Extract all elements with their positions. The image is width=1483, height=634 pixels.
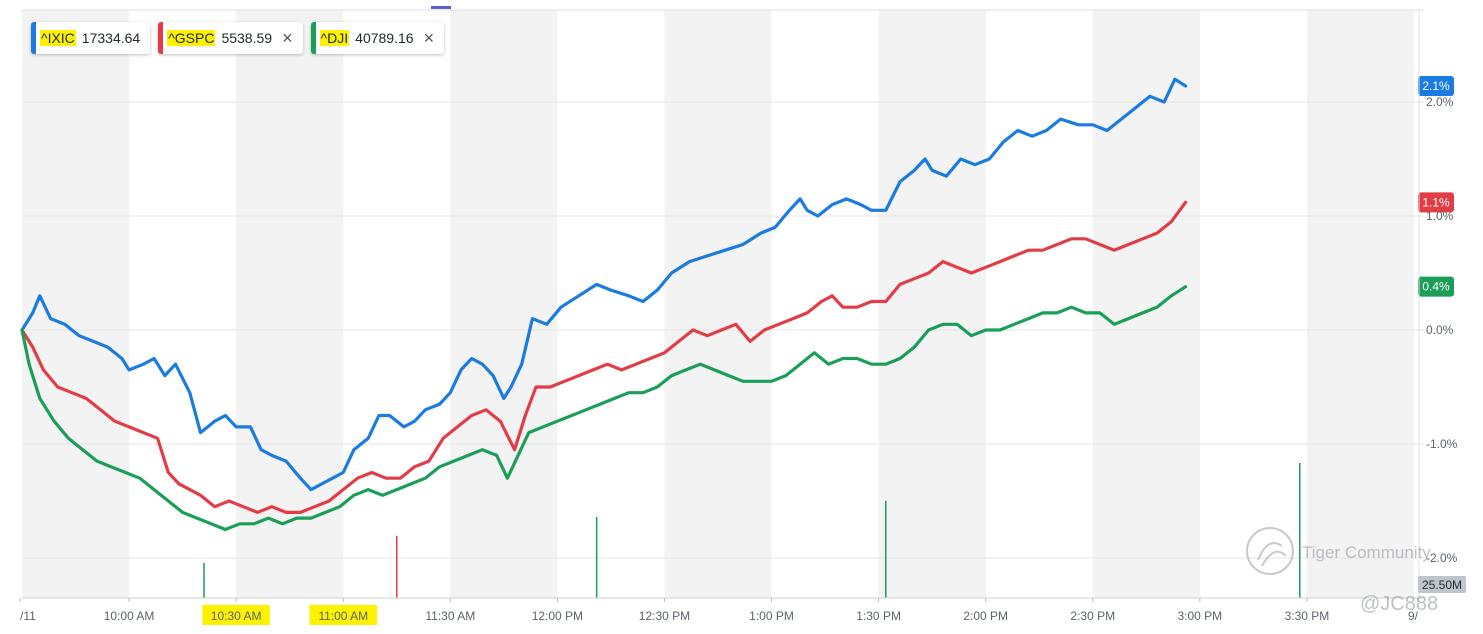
legend-chip-gspc[interactable]: ^GSPC 5538.59 × — [158, 22, 303, 54]
x-tick-label: /11 — [20, 609, 36, 623]
tick-highlight — [202, 605, 270, 625]
x-tick-label: 1:30 PM — [856, 609, 901, 623]
end-label-ixic: 2.1% — [1418, 76, 1454, 97]
series-color-bar — [158, 22, 164, 54]
x-tick-label: 1:00 PM — [749, 609, 794, 623]
time-band — [1306, 10, 1414, 598]
series-line-ixic[interactable] — [20, 77, 1188, 492]
volume-spikes — [203, 463, 1301, 598]
end-labels: 2.1% 1.1% 0.4% — [1418, 76, 1454, 297]
close-icon[interactable]: × — [282, 27, 293, 48]
close-icon[interactable]: × — [423, 27, 435, 48]
tiger-stripe-icon — [1257, 542, 1287, 567]
y-tick-label: -1.0% — [1426, 437, 1458, 451]
legend-symbol: ^DJI — [319, 30, 350, 46]
time-band — [1092, 10, 1200, 598]
watermark: Tiger Community @JC888 — [1246, 527, 1438, 615]
time-band — [450, 10, 558, 598]
end-label-gspc: 1.1% — [1418, 192, 1454, 213]
y-tick-label: 2.0% — [1426, 95, 1454, 109]
time-band — [236, 10, 344, 598]
x-tick-label: 3:30 PM — [1285, 609, 1330, 623]
legend: ^IXIC 17334.64 ^GSPC 5538.59 × ^DJI 4078… — [31, 22, 445, 54]
x-tick-label: 2:30 PM — [1070, 609, 1115, 623]
time-band — [878, 10, 986, 598]
y-tick-label: 0.0% — [1426, 323, 1454, 337]
legend-chip-ixic[interactable]: ^IXIC 17334.64 — [31, 22, 151, 54]
time-band — [22, 10, 130, 598]
series-line-dji[interactable] — [20, 285, 1188, 532]
watermark-brand: Tiger Community — [1302, 543, 1431, 562]
end-label-text: 0.4% — [1422, 280, 1450, 294]
y-tick-label: -2.0% — [1426, 551, 1458, 565]
legend-symbol: ^GSPC — [167, 30, 216, 46]
end-label-text: 1.1% — [1422, 195, 1450, 209]
x-tick-label: 12:00 PM — [532, 609, 583, 623]
series-line-gspc[interactable] — [20, 200, 1188, 514]
y-axis: 2.0% 1.0% 0.0% -1.0% -2.0% — [1418, 10, 1458, 598]
volume-label: 25.50M — [1422, 578, 1462, 592]
x-tick-label: 2:00 PM — [963, 609, 1008, 623]
volume-badge: 25.50M — [1418, 576, 1466, 593]
tick-highlight — [309, 605, 378, 625]
end-label-dji: 0.4% — [1418, 276, 1454, 297]
legend-value: 40789.16 — [355, 30, 414, 46]
watermark-user: @JC888 — [1360, 593, 1438, 615]
series-color-bar — [31, 22, 36, 54]
x-tick-label: 3:00 PM — [1177, 609, 1222, 623]
series-color-bar — [310, 22, 316, 54]
y-tick-label: 1.0% — [1426, 209, 1454, 223]
time-bands — [22, 9, 1424, 598]
x-tick-label: 12:30 PM — [639, 609, 690, 623]
legend-value: 5538.59 — [221, 30, 273, 46]
legend-symbol: ^IXIC — [40, 30, 76, 46]
series-lines — [20, 77, 1188, 532]
legend-chip-dji[interactable]: ^DJI 40789.16 × — [310, 22, 445, 54]
legend-value: 17334.64 — [81, 30, 141, 46]
x-tick-label: 11:00 AM — [318, 609, 368, 623]
x-axis: /11 10:00 AM 10:30 AM 11:00 AM 11:30 AM 12:00… — [19, 597, 1424, 625]
x-tick-label: 9/ — [1408, 609, 1419, 623]
end-label-text: 2.1% — [1422, 79, 1450, 93]
tiger-logo-icon — [1246, 527, 1294, 575]
time-band — [664, 10, 772, 598]
x-tick-label: 10:00 AM — [104, 609, 155, 623]
x-tick-label: 11:30 AM — [425, 609, 475, 623]
top-indicator — [431, 6, 451, 9]
x-tick-label: 10:30 AM — [211, 609, 262, 623]
